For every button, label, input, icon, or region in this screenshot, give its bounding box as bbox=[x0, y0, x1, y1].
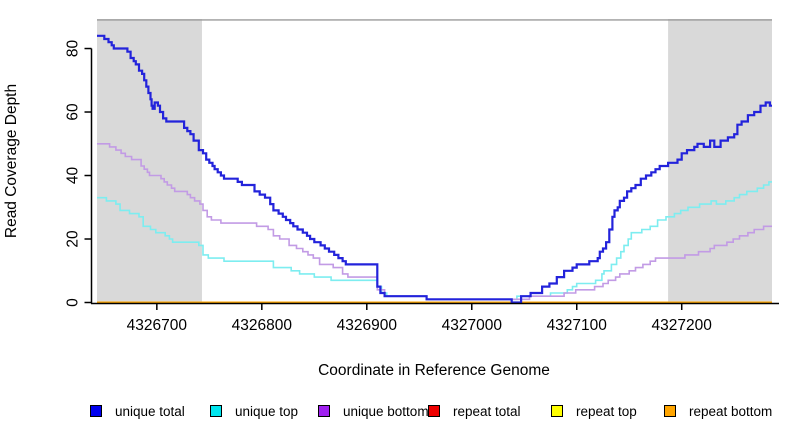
x-tick-label: 4327000 bbox=[442, 317, 503, 334]
axes-layer: 4326700 4326800 4326900 4327000 4327100 43272… bbox=[65, 40, 779, 334]
x-tick-label: 4327200 bbox=[652, 317, 713, 334]
shaded-region bbox=[668, 19, 772, 303]
y-tick-label: 80 bbox=[65, 40, 82, 58]
y-tick-label: 60 bbox=[65, 103, 82, 121]
series-unique-top-line bbox=[97, 181, 772, 301]
x-tick-label: 4326700 bbox=[127, 317, 188, 334]
x-axis-title: Coordinate in Reference Genome bbox=[318, 362, 550, 379]
series-layer bbox=[97, 34, 772, 304]
y-tick-label: 40 bbox=[65, 167, 82, 185]
shaded-regions-layer bbox=[97, 19, 772, 303]
y-tick-label: 20 bbox=[65, 230, 82, 248]
x-tick-label: 4326900 bbox=[337, 317, 398, 334]
x-tick-label: 4327100 bbox=[547, 317, 608, 334]
x-tick-label: 4326800 bbox=[232, 317, 293, 334]
y-tick-label: 0 bbox=[65, 298, 82, 307]
y-axis-title: Read Coverage Depth bbox=[3, 84, 20, 238]
series-unique-total-line bbox=[97, 34, 772, 304]
shaded-region bbox=[97, 19, 202, 303]
series-unique-bottom-line bbox=[97, 143, 772, 301]
